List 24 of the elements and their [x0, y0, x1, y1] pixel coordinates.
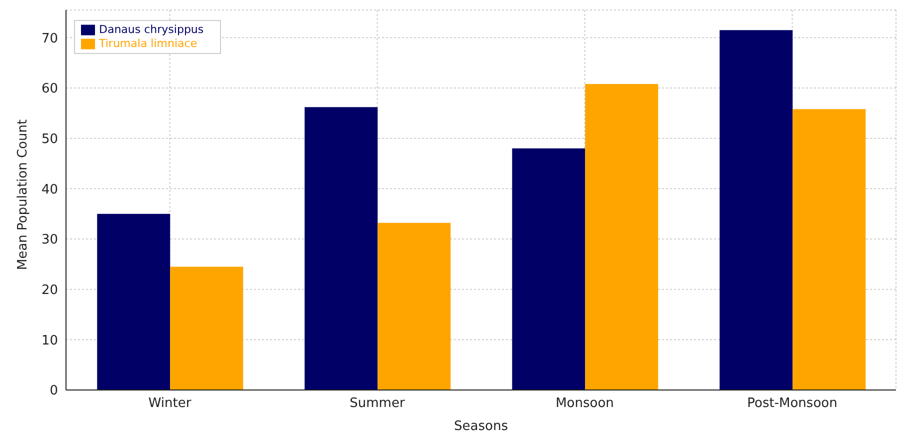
x-tick-label: Post-Monsoon [747, 396, 838, 412]
x-tick-label: Summer [350, 396, 406, 412]
y-tick-label: 20 [41, 282, 58, 298]
y-tick-label: 50 [41, 132, 58, 147]
bar [792, 109, 866, 390]
x-axis-title: Seasons [454, 419, 508, 434]
bar [378, 222, 451, 390]
legend-label: Danaus chrysippus [99, 23, 204, 36]
y-axis-title: Mean Population Count [16, 119, 31, 270]
bar [97, 214, 170, 390]
bar [720, 30, 793, 390]
y-tick-label: 70 [41, 31, 58, 46]
bar [304, 107, 378, 390]
x-tick-label: Winter [148, 396, 192, 412]
y-tick-label: 10 [41, 333, 58, 348]
x-tick-label: Monsoon [556, 396, 614, 412]
y-tick-label: 60 [41, 82, 58, 97]
y-tick-label: 30 [41, 232, 58, 248]
y-tick-label: 40 [41, 182, 58, 198]
legend-label: Tirumala limniace [99, 37, 198, 50]
bar [585, 84, 658, 390]
y-tick-label: 0 [50, 384, 58, 399]
bar [512, 148, 586, 390]
bar [170, 266, 244, 390]
